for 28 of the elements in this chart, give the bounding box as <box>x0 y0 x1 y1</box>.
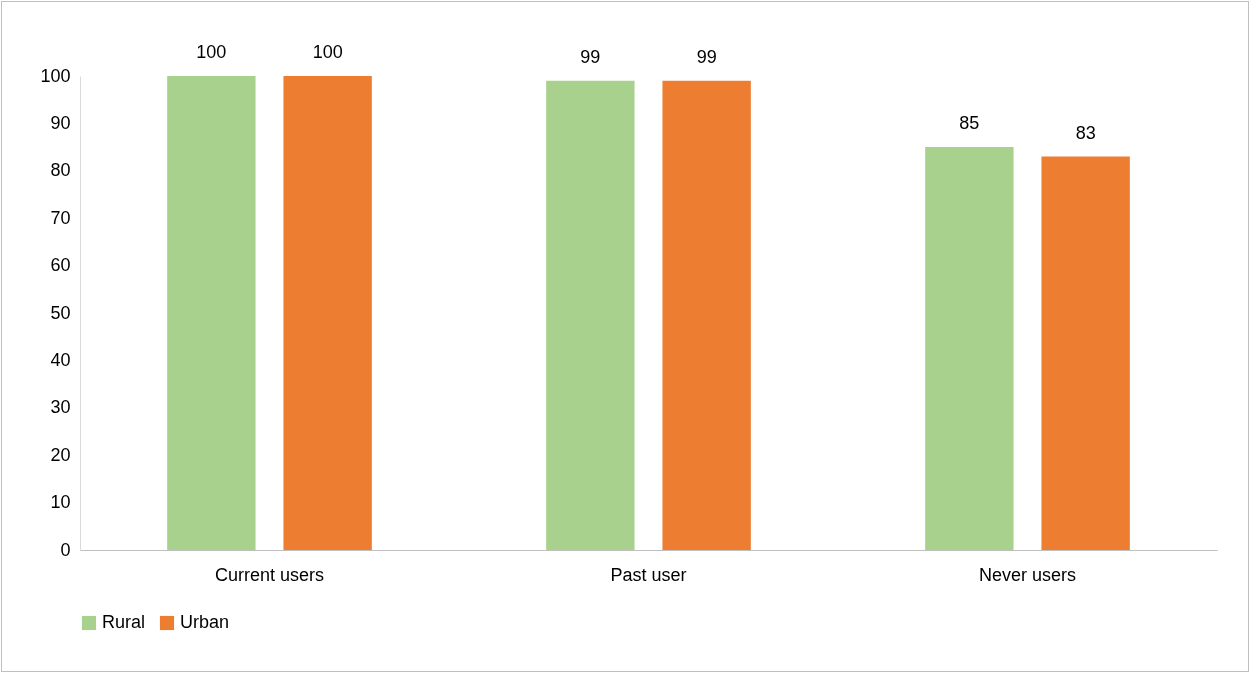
x-tick-label: Past user <box>610 564 687 585</box>
y-tick-label: 70 <box>50 207 71 228</box>
y-tick-label: 30 <box>50 397 71 418</box>
data-label: 99 <box>696 46 717 67</box>
x-tick-label: Never users <box>978 564 1077 585</box>
bar <box>1041 156 1130 550</box>
y-tick-label: 10 <box>50 492 71 513</box>
y-tick-label: 60 <box>50 255 71 276</box>
y-tick-label: 100 <box>40 65 71 86</box>
y-tick-label: 80 <box>50 160 71 181</box>
y-tick-label: 0 <box>60 539 71 560</box>
data-label: 83 <box>1075 122 1096 143</box>
y-tick-label: 90 <box>50 112 71 133</box>
y-tick-label: 40 <box>50 349 71 370</box>
y-tick-label: 50 <box>50 302 71 323</box>
bar <box>167 76 256 550</box>
bar <box>925 147 1014 550</box>
legend-label: Urban <box>180 612 230 632</box>
y-tick-label: 20 <box>50 444 71 465</box>
bar <box>662 80 751 550</box>
data-label: 85 <box>959 113 980 134</box>
legend-label: Rural <box>102 612 146 632</box>
data-label: 100 <box>196 42 227 62</box>
data-label: 99 <box>580 46 601 67</box>
bar <box>546 80 635 550</box>
x-tick-label: Current users <box>214 564 325 585</box>
bar <box>283 76 372 550</box>
data-label: 100 <box>312 42 343 62</box>
